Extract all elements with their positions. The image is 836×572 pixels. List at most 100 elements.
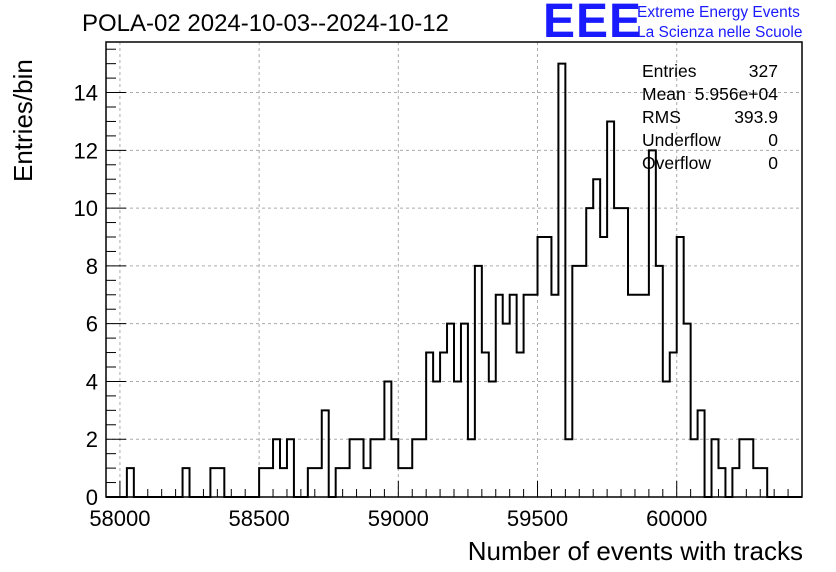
histogram-bin [315,468,322,497]
stats-underflow-label: Underflow [642,130,721,150]
histogram-bin [384,381,391,497]
tick-labels: 58000 58500 59000 59500 60000 0 2 4 6 8 10 12 14 [74,81,708,531]
histogram-bin [614,208,621,497]
histogram-bin [461,324,468,497]
eee-logo: EEE [543,0,643,48]
histogram-bin [663,381,670,497]
histogram-bin [712,439,719,497]
histogram-bin [405,468,412,497]
histogram-bin [217,468,224,497]
y-tick-label: 2 [86,427,98,452]
histogram-bin [266,468,273,497]
histogram-bin [496,295,503,497]
histogram-bin [565,439,572,497]
histogram-bin [656,266,663,497]
histogram-bin [600,237,607,497]
y-tick-label: 6 [86,312,98,337]
histogram-bin [377,439,384,497]
axis-ticks [105,48,803,498]
histogram-bin [517,353,524,497]
histogram-bin [621,208,628,497]
x-axis-label: Number of events with tracks [467,536,803,566]
histogram-outline [106,62,802,498]
histogram-bin [746,439,753,497]
histogram-bin [322,410,329,497]
histogram-bin [691,439,698,497]
histogram-bin [538,237,545,497]
histogram-bin [531,295,538,497]
y-tick-label: 12 [74,138,98,163]
histogram-bin [127,468,134,497]
histogram-bin [447,324,454,497]
histogram-bin [544,237,551,497]
histogram-bin [489,381,496,497]
histogram-bin [753,468,760,497]
histogram-bin [558,64,565,497]
histogram-bin [280,468,287,497]
y-tick-label: 10 [74,196,98,221]
histogram-bin [273,439,280,497]
histogram-bin [426,353,433,497]
histogram-bin [586,208,593,497]
x-tick-label: 59000 [368,506,429,531]
histogram-bin [572,266,579,497]
histogram-bin [739,439,746,497]
histogram-bin [503,324,510,497]
histogram-bin [412,439,419,497]
histogram-bin [670,353,677,497]
histogram-bin [628,295,635,497]
histogram-bin [510,295,517,497]
logo-line-1: Extreme Energy Events [637,4,800,21]
histogram-bin [579,266,586,497]
stats-overflow-value: 0 [768,153,778,173]
stats-mean-value: 5.956e+04 [694,84,778,104]
histogram-bin [475,266,482,497]
histogram-bin [732,468,739,497]
histogram-bin [642,295,649,497]
histogram-bin [718,468,725,497]
histogram-bin [350,439,357,497]
histogram-bin [364,468,371,497]
x-tick-label: 58500 [229,506,290,531]
stats-entries-label: Entries [642,61,697,81]
histogram-bin [287,439,294,497]
histogram-bin [183,468,190,497]
histogram-bin [398,468,405,497]
histogram-bin [677,237,684,497]
histogram-bin [336,468,343,497]
histogram-bin [593,179,600,497]
histogram-bin [391,439,398,497]
stats-entries-value: 327 [748,61,778,81]
histogram-bin [440,353,447,497]
grid-lines [106,42,802,497]
histogram-bin [649,150,656,497]
stats-overflow-label: Overflow [642,153,712,173]
histogram-bin [343,468,350,497]
histogram-bin [259,468,266,497]
chart-title: POLA-02 2024-10-03--2024-10-12 [82,10,449,37]
histogram-bin [210,468,217,497]
histogram-bin [760,468,767,497]
histogram-bin [698,410,705,497]
y-tick-label: 8 [86,254,98,279]
histogram-bin [419,439,426,497]
histogram-bin [357,439,364,497]
y-tick-label: 14 [74,81,98,106]
histogram-bin [468,439,475,497]
y-tick-label: 4 [86,369,98,394]
stats-underflow-value: 0 [768,130,778,150]
histogram-bin [635,295,642,497]
histogram-bin [607,121,614,497]
stats-rms-value: 393.9 [734,107,778,127]
logo-line-2: La Scienza nelle Scuole [637,24,803,41]
y-tick-label: 0 [86,485,98,510]
histogram-bin [308,468,315,497]
histogram-bin [454,381,461,497]
histogram-bin [482,353,489,497]
histogram-bin [684,324,691,497]
stats-rms-label: RMS [642,107,681,127]
stats-mean-label: Mean [642,84,686,104]
y-axis-label: Entries/bin [8,59,38,182]
histogram-bin [551,295,558,497]
